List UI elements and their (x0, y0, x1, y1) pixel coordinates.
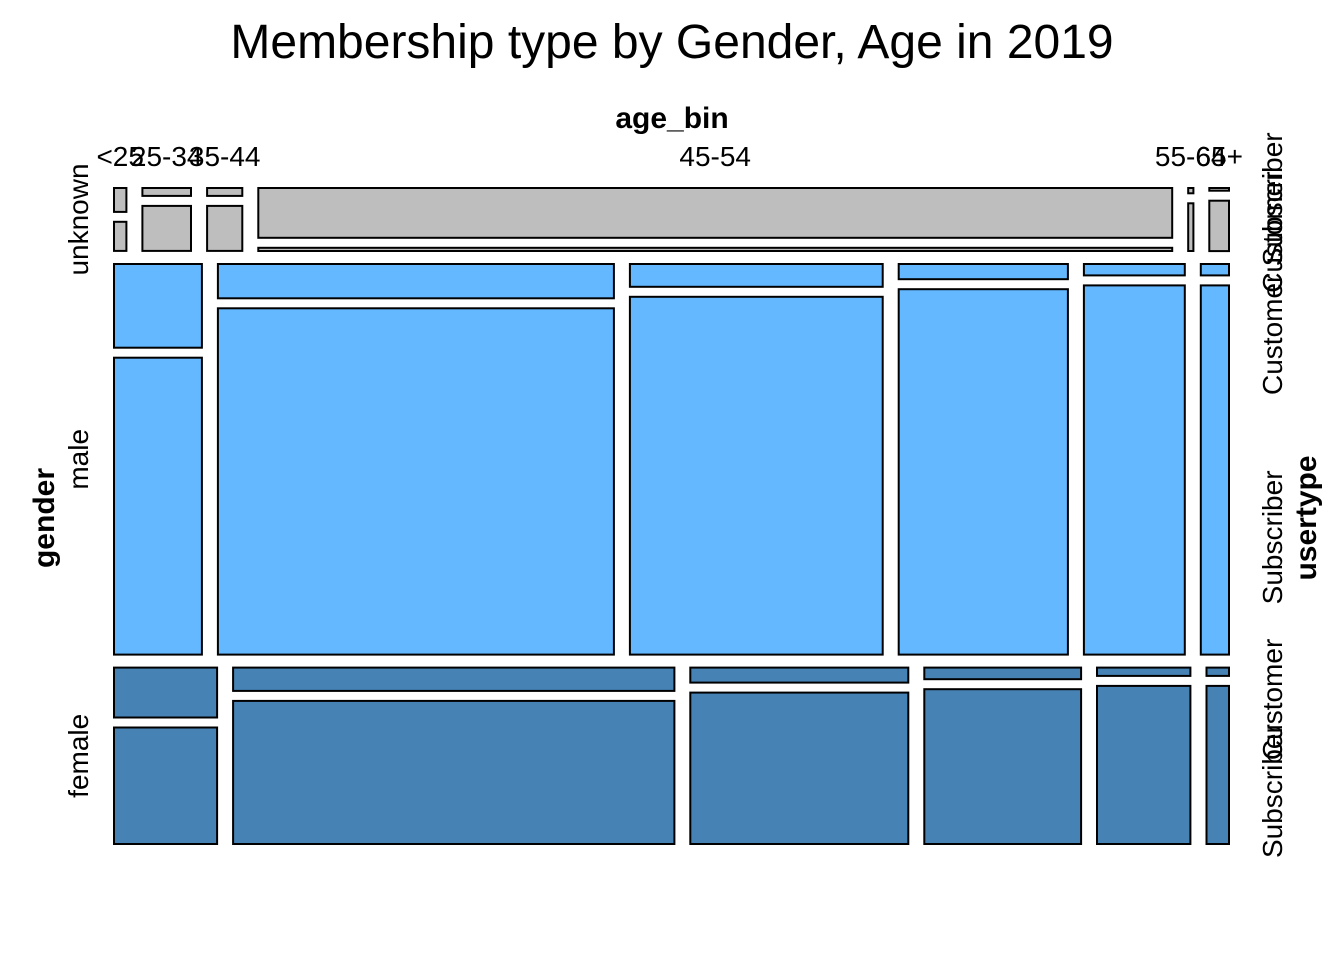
age-bin-label: 35-44 (189, 141, 261, 172)
tile-male-35-44-subscriber (628, 295, 884, 656)
gender-label-male: male (63, 429, 94, 490)
tile-unknown-<25-customer (113, 187, 128, 213)
tile-male-35-44-customer (628, 263, 884, 288)
tile-male-55-64-customer (1082, 263, 1186, 277)
tile-unknown-35-44-subscriber (206, 204, 244, 252)
tile-female-25-34-customer (232, 666, 676, 692)
age-bin-label: 65+ (1195, 141, 1243, 172)
tile-unknown-65+-subscriber (1208, 199, 1231, 253)
tile-unknown-55-64-customer (1187, 187, 1195, 195)
usertype-label: Customer (1257, 171, 1288, 292)
gender-label-unknown: unknown (63, 163, 94, 275)
gender-tick-labels: unknown male female (63, 163, 94, 797)
tile-male-55-64-subscriber (1082, 284, 1186, 656)
tile-unknown-55-64-subscriber (1187, 202, 1195, 253)
usertype-label: Customer (1257, 639, 1288, 760)
tile-female-25-34-subscriber (232, 699, 676, 846)
tile-female-65+-subscriber (1205, 684, 1230, 846)
tile-unknown-35-44-customer (206, 187, 244, 197)
tile-unknown-25-34-subscriber (141, 204, 192, 252)
tile-male-<25-subscriber (113, 356, 203, 656)
tile-unknown-65+-customer (1208, 187, 1231, 192)
tile-male-<25-customer (113, 263, 203, 349)
age-bin-label: 55-64 (1155, 141, 1227, 172)
age-bin-label: 45-54 (679, 141, 751, 172)
tile-female-<25-subscriber (113, 726, 219, 845)
usertype-label: Customer (1257, 274, 1288, 395)
tile-female-55-64-subscriber (1096, 684, 1192, 846)
right-axis-variable-label: usertype (1290, 455, 1323, 580)
usertype-tick-labels: SubscriberCustomerCustomerSubscriberCust… (1257, 132, 1288, 858)
tile-unknown-25-34-customer (141, 187, 192, 197)
tile-female-45-54-customer (923, 666, 1083, 681)
tile-male-45-54-subscriber (897, 288, 1069, 656)
gender-label-female: female (63, 714, 94, 798)
mosaic-tiles (113, 187, 1231, 846)
usertype-label: Subscriber (1257, 724, 1288, 858)
tile-male-65+-subscriber (1199, 284, 1231, 656)
age-bin-label: 25-34 (131, 141, 203, 172)
y-axis-variable-label: gender (28, 468, 61, 568)
tile-female-35-44-subscriber (689, 691, 910, 845)
tile-male-45-54-customer (897, 263, 1069, 281)
tile-female-45-54-subscriber (923, 688, 1083, 846)
tile-male-65+-customer (1199, 263, 1231, 277)
tile-female-35-44-customer (689, 666, 910, 684)
chart-title: Membership type by Gender, Age in 2019 (230, 16, 1113, 69)
tile-female-55-64-customer (1096, 666, 1192, 677)
tile-unknown-45-54-subscriber (257, 246, 1174, 253)
usertype-label: Subscriber (1257, 132, 1288, 266)
tile-male-25-34-customer (216, 263, 615, 300)
age-bin-label: <25 (96, 141, 144, 172)
x-axis-variable-label: age_bin (615, 102, 728, 135)
tile-female-65+-customer (1205, 666, 1230, 677)
tile-unknown-45-54-customer (257, 187, 1174, 239)
usertype-label: Subscriber (1257, 470, 1288, 604)
tile-female-<25-customer (113, 666, 219, 719)
tile-unknown-<25-subscriber (113, 220, 128, 252)
tile-male-25-34-subscriber (216, 307, 615, 656)
